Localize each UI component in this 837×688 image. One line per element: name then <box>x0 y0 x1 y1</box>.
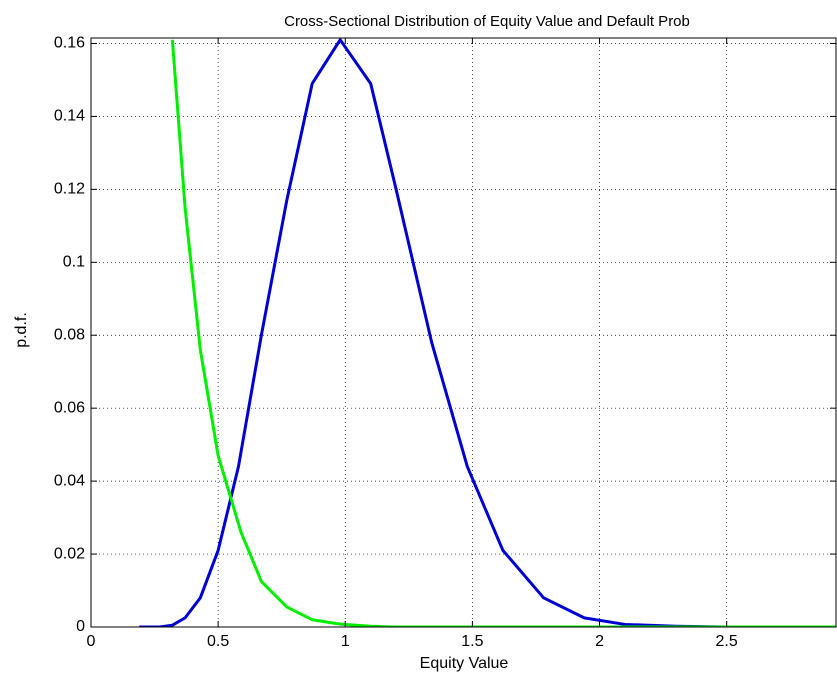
y-tick-label: 0.1 <box>63 254 85 271</box>
x-tick-label: 1 <box>341 633 350 650</box>
x-axis-label: Equity Value <box>420 655 509 672</box>
x-tick-label: 1.5 <box>461 633 483 650</box>
y-tick-label: 0.06 <box>54 399 85 416</box>
y-tick-label: 0.12 <box>54 181 85 198</box>
y-tick-label: 0 <box>76 618 85 635</box>
y-tick-label: 0.08 <box>54 326 85 343</box>
series-line <box>170 39 836 627</box>
x-tick-label: 0.5 <box>207 633 229 650</box>
x-tick-label: 2.5 <box>716 633 738 650</box>
x-tick-label: 0 <box>87 633 96 650</box>
y-tick-label: 0.16 <box>54 35 85 52</box>
y-tick-label: 0.14 <box>54 108 85 125</box>
y-axis-label: p.d.f. <box>13 312 30 348</box>
y-tick-label: 0.02 <box>54 545 85 562</box>
chart-title: Cross-Sectional Distribution of Equity V… <box>284 13 690 30</box>
y-tick-label: 0.04 <box>54 472 85 489</box>
plot-area <box>139 38 836 627</box>
x-tick-label: 2 <box>595 633 604 650</box>
axes-box <box>90 37 837 628</box>
series-line <box>139 38 836 627</box>
